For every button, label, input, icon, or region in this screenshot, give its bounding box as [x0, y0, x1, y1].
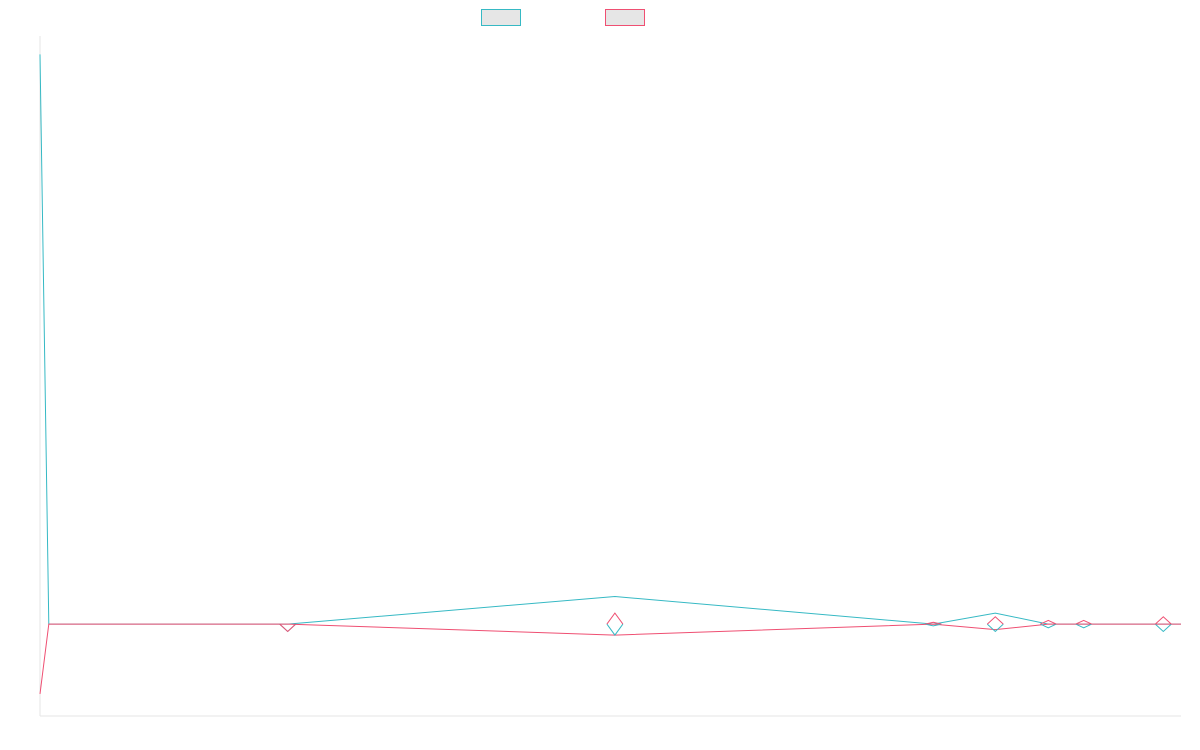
point-marker [986, 623, 1004, 633]
point-marker [1075, 619, 1092, 625]
point-marker [1075, 623, 1092, 629]
legend-swatch-1[interactable] [481, 9, 521, 26]
point-marker [606, 612, 624, 625]
point-marker [279, 623, 297, 633]
point-marker [1040, 619, 1057, 625]
legend[interactable] [481, 9, 645, 26]
point-marker [925, 623, 942, 627]
series-line-2 [39, 623, 1181, 694]
point-marker [1154, 616, 1172, 625]
axes [39, 36, 1181, 717]
point-marker [1040, 623, 1057, 629]
plot-area [39, 54, 1181, 694]
point-marker [986, 616, 1004, 625]
point-marker [1154, 623, 1172, 633]
point-marker [279, 623, 297, 633]
point-marker [925, 621, 942, 625]
point-marker [606, 623, 624, 636]
series-line-1 [39, 54, 1181, 625]
legend-swatch-2[interactable] [605, 9, 645, 26]
